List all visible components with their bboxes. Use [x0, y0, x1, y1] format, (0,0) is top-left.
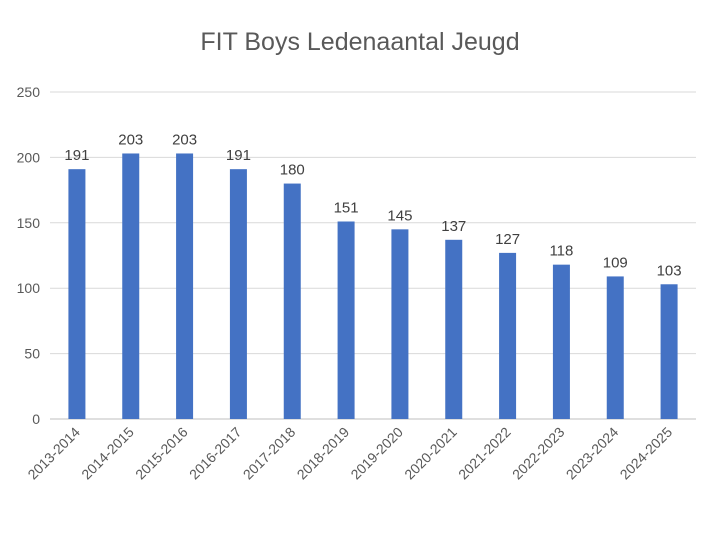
bar — [606, 276, 624, 419]
data-label: 118 — [549, 243, 573, 260]
bar — [283, 183, 301, 419]
data-label: 137 — [441, 218, 466, 235]
y-tick-label: 0 — [32, 411, 40, 427]
x-tick-label: 2015-2016 — [132, 424, 191, 483]
bar — [552, 264, 570, 419]
y-tick-label: 100 — [17, 280, 41, 296]
y-tick-label: 200 — [17, 149, 41, 165]
x-tick-label: 2023-2024 — [563, 424, 622, 483]
x-tick-label: 2022-2023 — [509, 424, 568, 483]
data-label: 180 — [280, 162, 305, 179]
data-label: 109 — [603, 254, 628, 271]
bar — [660, 284, 678, 419]
data-label: 103 — [657, 262, 682, 279]
y-tick-label: 150 — [17, 215, 41, 231]
y-tick-label: 250 — [17, 84, 41, 100]
bar — [176, 153, 194, 419]
x-tick-label: 2021-2022 — [455, 424, 514, 483]
data-label: 127 — [495, 231, 520, 248]
bar — [499, 252, 517, 419]
x-tick-label: 2019-2020 — [347, 424, 406, 483]
x-tick-label: 2024-2025 — [617, 424, 676, 483]
bar — [122, 153, 140, 419]
y-tick-label: 50 — [24, 346, 40, 362]
bar — [229, 169, 247, 419]
x-tick-label: 2013-2014 — [24, 424, 83, 483]
bar — [337, 221, 355, 419]
data-label: 203 — [172, 131, 197, 148]
data-label: 145 — [387, 207, 412, 224]
x-tick-label: 2017-2018 — [240, 424, 299, 483]
chart-title: FIT Boys Ledenaantal Jeugd — [200, 28, 520, 56]
bar — [445, 239, 463, 419]
bar — [391, 229, 409, 419]
data-label: 203 — [118, 131, 143, 148]
data-label: 151 — [334, 199, 359, 216]
bar — [68, 169, 86, 419]
data-label: 191 — [226, 147, 251, 164]
x-tick-label: 2016-2017 — [186, 424, 245, 483]
x-tick-label: 2018-2019 — [294, 424, 353, 483]
x-tick-label: 2014-2015 — [78, 424, 137, 483]
data-label: 191 — [64, 147, 89, 164]
x-tick-label: 2020-2021 — [401, 424, 460, 483]
